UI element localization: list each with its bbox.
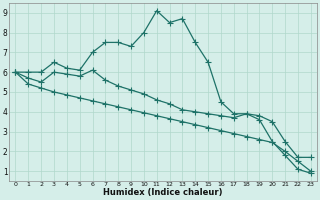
X-axis label: Humidex (Indice chaleur): Humidex (Indice chaleur) [103,188,223,197]
